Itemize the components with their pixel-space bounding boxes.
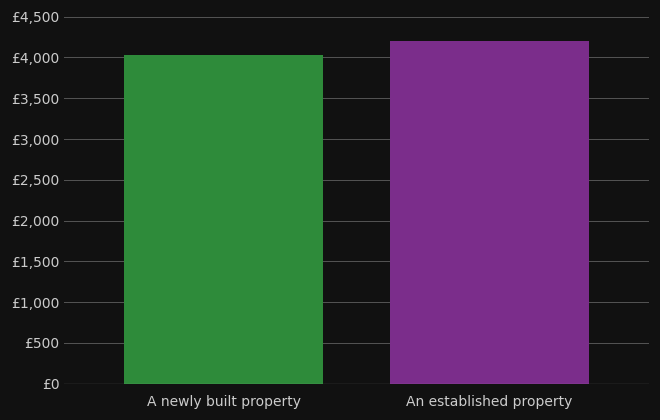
Bar <box>390 41 589 384</box>
Bar <box>124 55 323 384</box>
